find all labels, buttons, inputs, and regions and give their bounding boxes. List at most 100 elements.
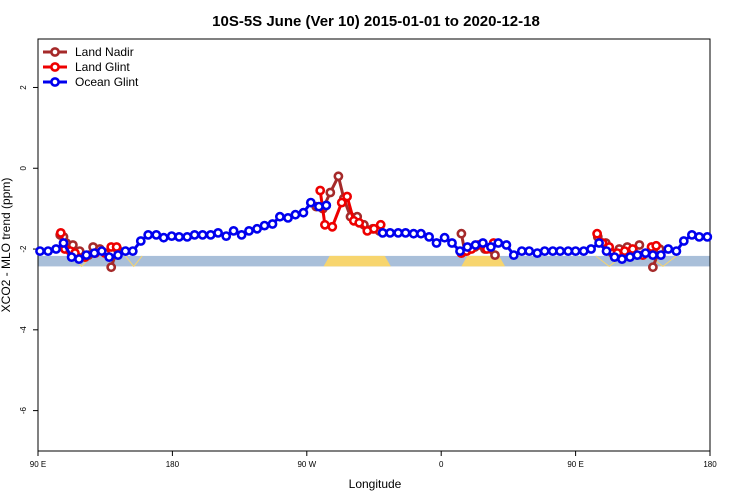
data-point <box>555 246 565 256</box>
data-point <box>259 220 270 231</box>
data-point <box>189 229 200 240</box>
data-point <box>106 262 117 273</box>
x-tick-label: 90 W <box>297 460 316 469</box>
data-point <box>336 197 347 208</box>
data-point <box>51 244 61 254</box>
data-point <box>111 242 122 252</box>
x-axis-label: Longitude <box>349 477 402 491</box>
data-point <box>96 246 107 256</box>
data-point <box>283 212 293 223</box>
data-point <box>143 229 154 240</box>
data-point <box>166 231 177 241</box>
data-point <box>58 238 69 248</box>
data-point <box>609 252 620 262</box>
data-point <box>315 185 326 196</box>
data-point <box>470 240 481 250</box>
data-point <box>81 250 92 260</box>
data-point <box>485 242 496 252</box>
data-point <box>651 240 662 251</box>
data-point <box>252 223 262 234</box>
data-point <box>135 236 146 246</box>
data-point <box>400 227 411 238</box>
legend-label: Ocean Glint <box>75 75 139 89</box>
data-point <box>592 228 602 239</box>
data-point <box>508 250 519 260</box>
data-point <box>477 238 488 248</box>
chart-title: 10S-5S June (Ver 10) 2015-01-01 to 2020-… <box>212 13 540 30</box>
data-point <box>601 246 612 256</box>
data-point <box>236 229 247 240</box>
data-point <box>43 246 53 256</box>
data-point <box>634 240 645 250</box>
data-point <box>439 232 450 243</box>
data-point <box>570 246 581 256</box>
data-point <box>702 231 713 242</box>
data-point <box>501 240 512 250</box>
data-point <box>267 219 278 229</box>
data-point <box>35 246 45 256</box>
data-point <box>493 238 504 248</box>
data-point <box>305 197 316 208</box>
y-tick-label: -6 <box>19 407 28 415</box>
data-point <box>55 227 66 238</box>
data-point <box>656 250 666 260</box>
data-point <box>158 232 169 243</box>
legend-swatch-marker <box>50 62 60 72</box>
data-point <box>627 244 638 254</box>
data-point <box>74 254 84 264</box>
data-point <box>663 244 674 254</box>
data-point <box>174 231 184 242</box>
data-point <box>424 231 434 242</box>
data-point <box>113 250 123 260</box>
data-point <box>447 238 457 248</box>
data-point <box>104 252 115 262</box>
data-point <box>539 246 550 256</box>
data-point <box>431 238 442 248</box>
data-point <box>298 207 309 218</box>
land-sliver <box>124 255 143 268</box>
data-point <box>244 225 254 236</box>
data-point <box>617 254 627 264</box>
data-point <box>369 223 379 234</box>
data-point <box>197 229 208 240</box>
data-point <box>213 227 223 238</box>
data-point <box>416 228 426 239</box>
data-point <box>313 201 324 212</box>
data-point <box>375 219 386 230</box>
data-point <box>640 248 651 258</box>
x-tick-label: 180 <box>703 460 717 469</box>
data-point <box>205 229 216 240</box>
legend-swatch-marker <box>50 47 60 57</box>
data-point <box>490 250 500 260</box>
y-axis-label: XCO2 - MLO trend (ppm) <box>0 178 13 313</box>
data-point <box>321 200 332 211</box>
x-tick-label: 180 <box>166 460 180 469</box>
y-tick-label: 2 <box>19 85 28 90</box>
data-point <box>455 246 465 256</box>
legend-swatch-marker <box>50 77 60 87</box>
data-point <box>625 252 635 262</box>
data-point <box>89 248 100 258</box>
data-point <box>221 231 232 241</box>
x-tick-label: 0 <box>439 460 444 469</box>
data-point <box>586 244 596 254</box>
data-point <box>290 209 301 220</box>
y-tick-label: -2 <box>19 245 28 253</box>
data-point <box>327 221 338 232</box>
data-point <box>385 227 395 238</box>
data-point <box>594 238 604 248</box>
land-band <box>323 255 391 267</box>
series-ocean-glint <box>35 197 713 264</box>
data-point <box>462 242 473 252</box>
data-point <box>333 171 344 182</box>
data-point <box>228 225 239 236</box>
data-point <box>524 246 535 256</box>
data-point <box>127 246 138 256</box>
data-point <box>354 217 365 228</box>
y-tick-label: 0 <box>19 165 28 170</box>
data-point <box>694 231 705 242</box>
data-point <box>632 250 643 260</box>
data-point <box>66 252 77 262</box>
data-point <box>532 248 543 258</box>
